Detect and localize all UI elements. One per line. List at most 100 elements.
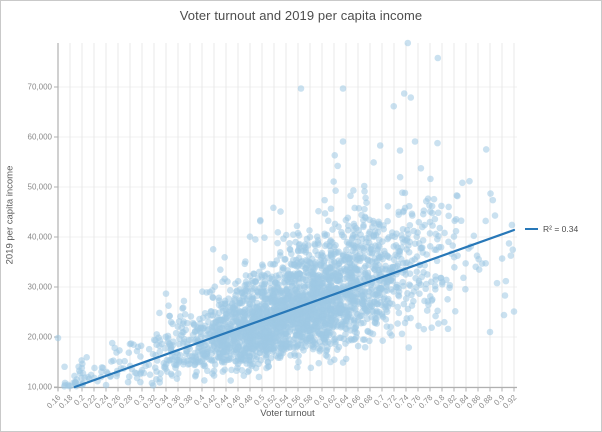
scatter-point bbox=[75, 367, 83, 375]
scatter-point bbox=[396, 247, 404, 255]
scatter-point bbox=[434, 139, 441, 147]
scatter-point bbox=[276, 296, 283, 303]
scatter-point bbox=[279, 318, 287, 326]
scatter-point bbox=[209, 245, 217, 253]
scatter-point bbox=[328, 307, 336, 314]
scatter-point bbox=[267, 320, 275, 327]
scatter-point bbox=[252, 364, 260, 372]
scatter-point bbox=[410, 227, 418, 235]
scatter-point bbox=[375, 223, 382, 231]
scatter-point bbox=[108, 339, 116, 347]
scatter-point bbox=[445, 212, 452, 220]
scatter-point bbox=[165, 357, 173, 364]
scatter-point bbox=[306, 289, 314, 297]
scatter-point bbox=[201, 309, 209, 317]
scatter-point bbox=[280, 235, 287, 242]
scatter-point bbox=[396, 147, 404, 154]
scatter-point bbox=[451, 308, 459, 315]
scatter-point bbox=[360, 182, 368, 190]
scatter-point bbox=[415, 322, 422, 330]
scatter-point bbox=[98, 364, 106, 371]
scatter-point bbox=[299, 316, 306, 324]
scatter-point bbox=[450, 253, 458, 261]
scatter-point bbox=[236, 308, 243, 315]
scatter-point bbox=[156, 337, 164, 344]
scatter-point bbox=[205, 318, 212, 326]
scatter-point bbox=[346, 254, 353, 262]
scatter-point bbox=[437, 243, 445, 251]
scatter-point bbox=[243, 335, 251, 343]
scatter-point bbox=[378, 253, 385, 261]
scatter-point bbox=[367, 281, 375, 289]
scatter-point bbox=[287, 351, 294, 359]
scatter-point bbox=[339, 359, 347, 366]
scatter-point bbox=[398, 232, 405, 239]
scatter-point bbox=[460, 274, 467, 282]
scatter-point bbox=[361, 205, 368, 213]
scatter-point bbox=[415, 218, 423, 226]
scatter-point bbox=[305, 264, 313, 271]
scatter-point bbox=[389, 264, 397, 271]
scatter-point bbox=[179, 304, 187, 312]
scatter-point bbox=[321, 196, 328, 204]
scatter-point bbox=[246, 233, 254, 241]
scatter-point bbox=[203, 327, 211, 334]
scatter-point bbox=[330, 356, 338, 363]
scatter-point bbox=[167, 318, 175, 326]
scatter-point bbox=[316, 261, 324, 269]
scatter-point bbox=[153, 331, 161, 338]
scatter-point bbox=[242, 272, 250, 279]
scatter-point bbox=[364, 256, 371, 263]
scatter-point bbox=[315, 207, 322, 215]
scatter-point bbox=[197, 333, 205, 341]
scatter-point bbox=[378, 312, 386, 319]
scatter-point bbox=[453, 192, 460, 199]
scatter-point bbox=[426, 218, 434, 226]
scatter-point bbox=[343, 303, 350, 310]
scatter-point bbox=[320, 319, 327, 327]
scatter-point bbox=[156, 348, 164, 356]
scatter-point bbox=[375, 236, 383, 244]
scatter-point bbox=[266, 335, 273, 342]
scatter-point bbox=[339, 85, 347, 92]
scatter-point bbox=[315, 241, 322, 248]
scatter-point bbox=[199, 288, 206, 295]
scatter-point bbox=[352, 244, 360, 251]
scatter-point bbox=[486, 328, 494, 336]
scatter-point bbox=[250, 352, 258, 359]
scatter-point bbox=[371, 265, 378, 273]
scatter-point bbox=[411, 240, 419, 248]
scatter-point bbox=[274, 229, 282, 236]
scatter-point bbox=[445, 203, 452, 211]
scatter-point bbox=[277, 208, 284, 215]
scatter-point bbox=[249, 279, 257, 287]
scatter-point bbox=[274, 239, 281, 247]
scatter-point bbox=[306, 227, 313, 234]
scatter-point bbox=[416, 290, 423, 298]
scatter-point bbox=[438, 202, 445, 210]
scatter-point bbox=[491, 212, 499, 219]
scatter-point bbox=[435, 320, 442, 327]
scatter-point bbox=[226, 287, 234, 294]
scatter-point bbox=[234, 353, 242, 361]
scatter-point bbox=[335, 257, 343, 264]
scatter-point bbox=[379, 265, 386, 273]
scatter-point bbox=[354, 342, 362, 350]
scatter-point bbox=[385, 278, 392, 285]
scatter-point bbox=[258, 261, 266, 269]
scatter-point bbox=[343, 238, 351, 246]
x-axis-label: Voter turnout bbox=[260, 408, 315, 419]
scatter-point bbox=[391, 233, 399, 241]
scatter-point bbox=[200, 342, 208, 349]
scatter-point bbox=[210, 372, 218, 379]
scatter-point bbox=[375, 218, 382, 226]
scatter-point bbox=[349, 234, 356, 242]
y-tick-label: 40,000 bbox=[28, 233, 53, 242]
scatter-point bbox=[323, 329, 331, 336]
scatter-point bbox=[434, 209, 442, 217]
scatter-point bbox=[72, 379, 80, 386]
scatter-point bbox=[312, 247, 319, 255]
scatter-point bbox=[342, 330, 349, 338]
scatter-point bbox=[166, 341, 174, 348]
scatter-point bbox=[361, 343, 369, 351]
